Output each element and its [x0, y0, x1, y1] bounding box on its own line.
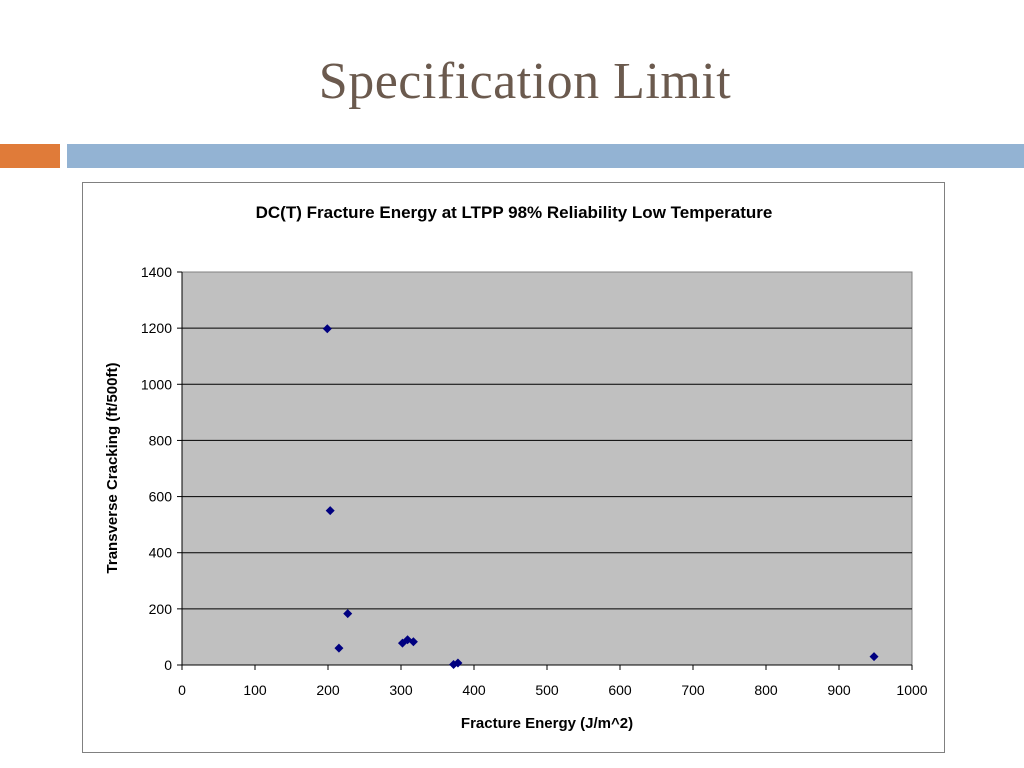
data-point [334, 643, 344, 653]
y-tick-label: 600 [149, 489, 173, 505]
data-point [325, 506, 335, 516]
y-tick-label: 0 [164, 657, 172, 673]
x-tick-label: 500 [535, 682, 559, 698]
y-tick-labels: 0 200 400 600 800 1000 1200 1400 [141, 264, 172, 673]
y-tick-label: 200 [149, 601, 173, 617]
x-tick-label: 200 [316, 682, 340, 698]
y-tick-label: 1400 [141, 264, 172, 280]
x-tick-labels: 0 100 200 300 400 500 600 700 800 900 1000 [178, 682, 928, 698]
slide-title: Specification Limit [318, 53, 732, 110]
x-tick-label: 800 [754, 682, 778, 698]
data-points [322, 324, 879, 669]
chart-title: DC(T) Fracture Energy at LTPP 98% Reliab… [256, 203, 773, 222]
data-point [453, 658, 463, 668]
x-tick-label: 700 [681, 682, 705, 698]
x-tick-label: 600 [608, 682, 632, 698]
x-tick-label: 900 [827, 682, 851, 698]
y-axis-label: Transverse Cracking (ft/500ft) [104, 363, 121, 574]
plot-area [181, 271, 913, 666]
accent-bar-orange [0, 144, 60, 168]
data-point [869, 652, 879, 662]
x-tick-label: 400 [462, 682, 486, 698]
gridlines [182, 327, 912, 610]
data-point [322, 324, 332, 334]
accent-bar-blue [67, 144, 1024, 168]
x-axis-label: Fracture Energy (J/m^2) [461, 715, 633, 732]
x-tick-label: 100 [243, 682, 267, 698]
y-tick-label: 400 [149, 545, 173, 561]
axes [177, 271, 913, 670]
x-tick-label: 300 [389, 682, 413, 698]
x-tick-label: 1000 [896, 682, 927, 698]
data-point [343, 609, 353, 619]
y-tick-label: 1000 [141, 376, 172, 392]
y-tick-label: 1200 [141, 320, 172, 336]
y-tick-label: 800 [149, 432, 173, 448]
data-point [408, 637, 418, 647]
x-tick-label: 0 [178, 682, 186, 698]
